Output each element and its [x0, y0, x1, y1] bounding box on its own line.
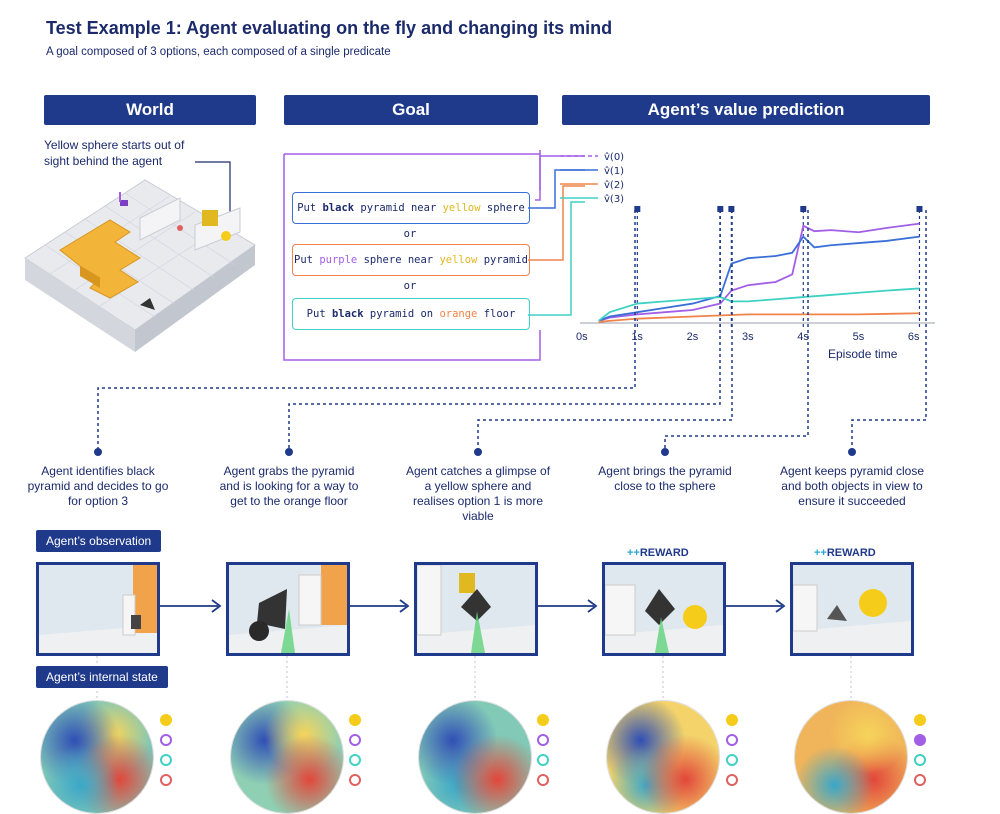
indicator-dot — [349, 754, 361, 766]
internal-state-2 — [230, 700, 344, 814]
chart-series — [598, 222, 920, 323]
legend-label-3: v̂(3) — [604, 193, 624, 205]
goal-option-1: Put black pyramid near yellow sphere — [292, 192, 530, 224]
step-4-caption: Agent brings the pyramid close to the sp… — [598, 464, 732, 493]
goal-option-2: Put purple sphere near yellow pyramid — [292, 244, 530, 276]
indicator-dot — [537, 734, 549, 746]
indicator-dot — [914, 774, 926, 786]
goal-header: Goal — [284, 95, 538, 125]
indicator-dot — [726, 714, 738, 726]
world-illustration — [24, 179, 256, 352]
observation-5 — [790, 562, 914, 656]
reward-label-5: ++REWARD — [814, 547, 876, 559]
step-1-caption: Agent identifies black pyramid and decid… — [27, 464, 169, 508]
observation-2 — [226, 562, 350, 656]
x-tick-label: 2s — [687, 331, 699, 343]
indicator-dot — [914, 734, 926, 746]
observation-4 — [602, 562, 726, 656]
legend-label-0: v̂(0) — [604, 151, 624, 163]
indicator-dot — [160, 754, 172, 766]
world-note: Yellow sphere starts out of sight behind… — [44, 138, 185, 168]
event-marker-2 — [728, 206, 735, 212]
goal-option-3: Put black pyramid on orange floor — [292, 298, 530, 330]
or-label-2: or — [403, 280, 417, 292]
internal-state-1 — [40, 700, 154, 814]
indicator-dot — [537, 774, 549, 786]
legend-label-2: v̂(2) — [604, 179, 624, 191]
observation-3 — [414, 562, 538, 656]
obj-black-3: black — [331, 308, 364, 320]
obj-yellow-2: yellow — [439, 254, 478, 266]
indicator-dot — [726, 754, 738, 766]
event-marker-3 — [800, 206, 807, 212]
internal-state-4 — [606, 700, 720, 814]
obj-orange-3: orange — [439, 308, 478, 320]
series-line-2 — [598, 312, 920, 323]
indicator-dot — [914, 714, 926, 726]
step-3-caption: Agent catches a glimpse of a yellow sphe… — [405, 464, 551, 523]
indicator-dot — [160, 714, 172, 726]
obj-black-1: black — [322, 202, 355, 214]
step-5-caption: Agent keeps pyramid close and both objec… — [779, 464, 925, 508]
indicator-dot — [726, 734, 738, 746]
x-tick-label: 0s — [576, 331, 588, 343]
observation-1 — [36, 562, 160, 656]
event-marker-0 — [634, 206, 641, 212]
indicator-dot — [349, 714, 361, 726]
page-subtitle: A goal composed of 3 options, each compo… — [46, 46, 391, 58]
x-tick-label: 1s — [631, 331, 643, 343]
event-marker-4 — [916, 206, 923, 212]
series-line-1 — [598, 235, 920, 322]
internal-state-3 — [418, 700, 532, 814]
indicator-dot — [726, 774, 738, 786]
page-title: Test Example 1: Agent evaluating on the … — [46, 18, 613, 38]
indicator-dot — [537, 754, 549, 766]
series-line-0 — [598, 222, 920, 322]
x-tick-label: 4s — [797, 331, 809, 343]
indicator-dot — [160, 774, 172, 786]
step-2-caption: Agent grabs the pyramid and is looking f… — [219, 464, 359, 508]
indicator-dot — [349, 734, 361, 746]
or-label-1: or — [403, 228, 417, 240]
series-line-3 — [598, 287, 920, 322]
value-header: Agent’s value prediction — [562, 95, 930, 125]
internal-state-5 — [794, 700, 908, 814]
x-tick-label: 6s — [908, 331, 920, 343]
chart-legend: v̂(0) v̂(1) v̂(2) v̂(3) — [560, 151, 624, 205]
x-tick-label: 5s — [853, 331, 865, 343]
reward-label-4: ++REWARD — [627, 547, 689, 559]
obj-purple-2: purple — [319, 254, 358, 266]
obj-yellow-1: yellow — [442, 202, 481, 214]
world-header: World — [44, 95, 256, 125]
x-tick-label: 3s — [742, 331, 754, 343]
indicator-dot — [537, 714, 549, 726]
internal-state-label: Agent’s internal state — [36, 666, 168, 688]
event-marker-1 — [717, 206, 724, 212]
indicator-dot — [160, 734, 172, 746]
x-axis-label: Episode time — [828, 347, 898, 361]
legend-label-1: v̂(1) — [604, 165, 624, 177]
observation-label: Agent’s observation — [36, 530, 162, 552]
indicator-dot — [914, 754, 926, 766]
indicator-dot — [349, 774, 361, 786]
x-ticks: 0s 1s 2s 3s 4s 5s 6s — [576, 331, 920, 343]
